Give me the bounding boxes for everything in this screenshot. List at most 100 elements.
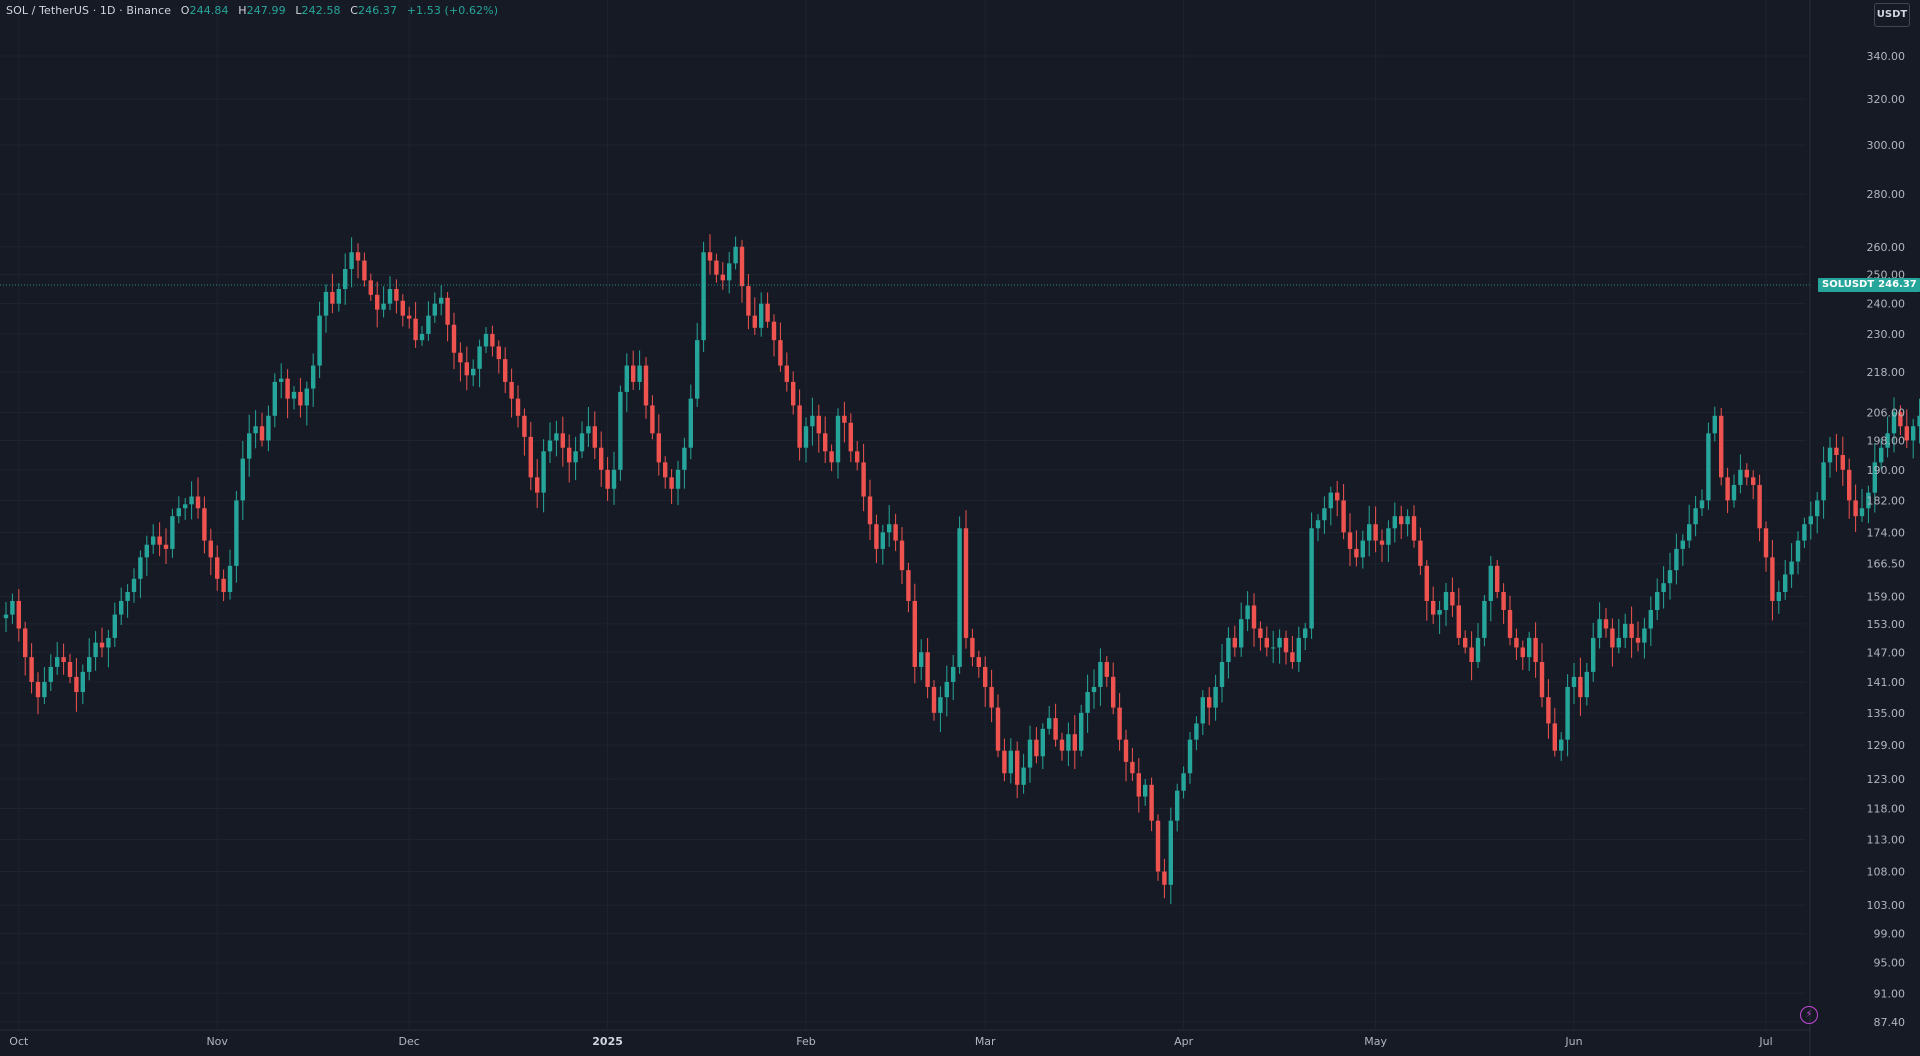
- candle-body: [215, 557, 220, 579]
- candle-body: [355, 252, 361, 261]
- x-tick-label: Mar: [975, 1035, 996, 1048]
- lightning-icon[interactable]: ⚡: [1800, 1006, 1818, 1024]
- close-value: 246.37: [358, 4, 398, 17]
- candle-body: [483, 333, 489, 347]
- candle-body: [35, 681, 41, 698]
- x-tick-label: Nov: [206, 1035, 228, 1048]
- candle-body: [931, 686, 937, 713]
- candle-body: [1514, 637, 1519, 648]
- candle-body: [573, 451, 578, 463]
- candle-body: [1424, 565, 1429, 601]
- candle-body: [432, 303, 437, 316]
- candle-body: [234, 500, 239, 566]
- price-axis[interactable]: 340.00320.00300.00280.00260.00250.00240.…: [1867, 50, 1906, 1029]
- candle-body: [1731, 484, 1737, 501]
- candle-body: [1328, 492, 1333, 509]
- currency-button[interactable]: USDT: [1874, 3, 1910, 27]
- candle-body: [1795, 540, 1801, 562]
- candle-body: [861, 462, 866, 497]
- candle-body: [752, 315, 757, 328]
- candle-body: [784, 365, 789, 382]
- candle-body: [1059, 739, 1065, 751]
- candle-body: [503, 359, 508, 382]
- candle-body: [1578, 676, 1583, 698]
- candle-body: [451, 324, 457, 353]
- y-tick-label: 87.40: [1874, 1016, 1906, 1029]
- candle-body: [381, 303, 386, 310]
- candle-body: [247, 433, 252, 459]
- candle-body: [989, 686, 994, 708]
- candle-body: [1047, 718, 1052, 729]
- candle-body: [1347, 532, 1353, 549]
- candle-body: [99, 642, 105, 648]
- candle-body: [695, 340, 700, 399]
- candle-body: [983, 666, 988, 687]
- candle-body: [317, 315, 322, 366]
- candle-body: [778, 340, 783, 366]
- candle-body: [1207, 697, 1212, 708]
- candle-body: [1680, 540, 1685, 549]
- candle-body: [157, 536, 162, 545]
- candle-body: [746, 286, 751, 316]
- candle-body: [1155, 820, 1161, 872]
- candle-body: [23, 628, 28, 658]
- symbol-title[interactable]: SOL / TetherUS · 1D · Binance: [6, 4, 172, 17]
- candle-body: [1507, 610, 1513, 638]
- candle-body: [1117, 707, 1122, 740]
- candle-body: [1725, 477, 1730, 501]
- candle-body: [810, 415, 815, 427]
- candle-body: [1309, 528, 1314, 629]
- candles: [3, 234, 1920, 905]
- candle-body: [682, 447, 687, 470]
- candle-body: [227, 565, 233, 593]
- high-value: 247.99: [246, 4, 286, 17]
- close-label: C: [350, 4, 359, 17]
- candle-body: [1245, 605, 1250, 620]
- candle-body: [995, 707, 1001, 751]
- candle-body: [1776, 592, 1781, 601]
- candle-body: [375, 294, 380, 310]
- candle-body: [1066, 734, 1071, 751]
- time-axis[interactable]: OctNovDec2025FebMarAprMayJunJulAugSep: [9, 1035, 1920, 1048]
- candle-body: [1303, 628, 1308, 638]
- candle-body: [1373, 524, 1378, 541]
- candle-body: [816, 415, 821, 434]
- candle-body: [560, 433, 565, 448]
- symbol-legend: SOL / TetherUS · 1D · Binance O244.84 H2…: [6, 4, 498, 17]
- candle-body: [1463, 637, 1468, 648]
- candle-body: [1315, 520, 1321, 529]
- candle-body: [656, 433, 661, 463]
- y-tick-label: 118.00: [1867, 803, 1906, 816]
- candle-body: [592, 426, 597, 448]
- candle-body: [1226, 637, 1231, 663]
- candle-body: [1808, 516, 1813, 525]
- y-tick-label: 113.00: [1867, 833, 1906, 846]
- candle-body: [183, 504, 188, 509]
- candle-body: [893, 524, 898, 541]
- y-tick-label: 123.00: [1867, 773, 1906, 786]
- candle-body: [1527, 637, 1532, 658]
- candle-body: [624, 365, 629, 392]
- price-label-value: 246.37: [1878, 279, 1917, 291]
- candle-body: [189, 496, 194, 505]
- candle-body: [394, 289, 399, 301]
- candle-body: [887, 524, 892, 533]
- candle-body: [336, 289, 341, 304]
- candle-body: [1610, 628, 1615, 648]
- x-tick-label: Dec: [399, 1035, 420, 1048]
- candle-body: [1418, 540, 1423, 566]
- candle-body: [1469, 647, 1474, 663]
- candle-body: [1258, 628, 1263, 638]
- x-tick-label: Oct: [9, 1035, 29, 1048]
- candle-body: [925, 652, 930, 687]
- x-tick-label: Jul: [1758, 1035, 1772, 1048]
- candle-body: [74, 676, 79, 693]
- candle-body: [541, 451, 546, 493]
- candle-body: [1271, 647, 1276, 649]
- candle-body: [880, 532, 885, 549]
- candle-body: [1399, 516, 1404, 525]
- y-tick-label: 340.00: [1867, 50, 1906, 63]
- candle-body: [202, 508, 207, 541]
- candle-body: [771, 321, 777, 341]
